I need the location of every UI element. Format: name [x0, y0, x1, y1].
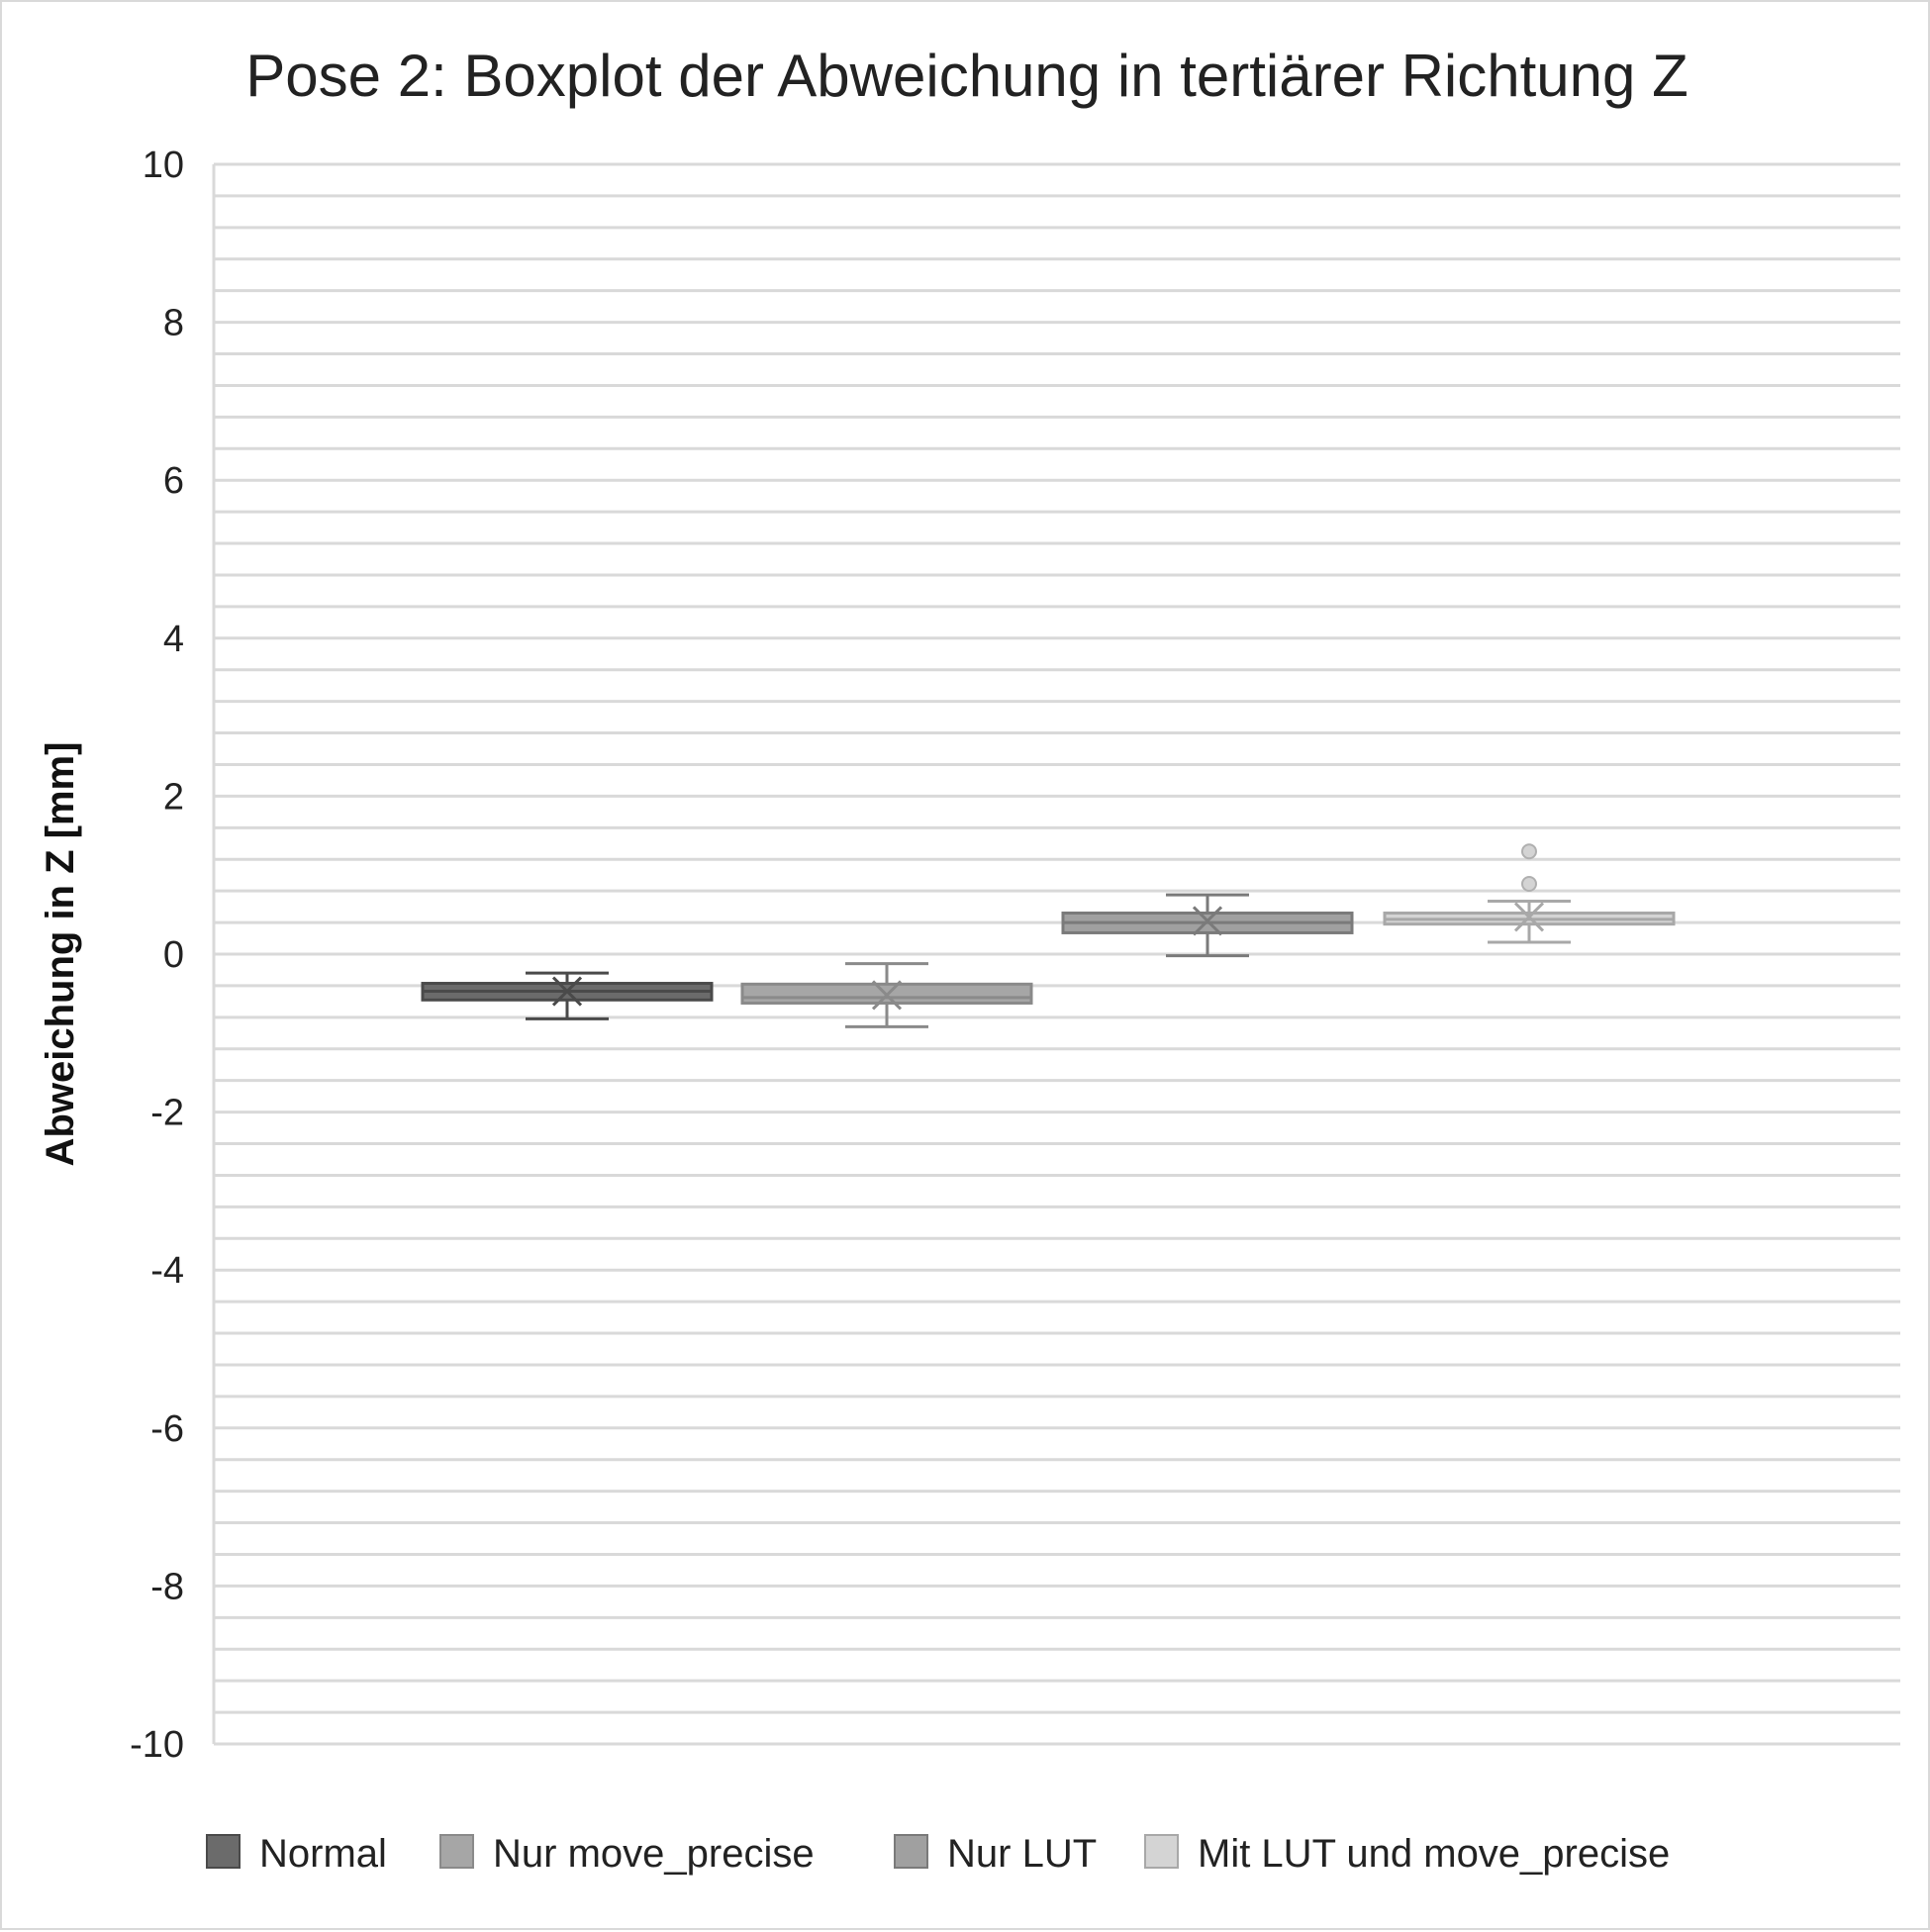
legend-label: Nur LUT	[947, 1832, 1097, 1876]
y-tick-label: -10	[130, 1724, 184, 1766]
box-normal	[421, 971, 714, 1020]
y-tick-label: 0	[163, 934, 184, 976]
y-tick-label: -6	[150, 1408, 184, 1450]
box-nur-move-precise	[740, 962, 1033, 1028]
box-mit-lut-und-move-precise	[1383, 843, 1676, 944]
y-tick-label: -2	[150, 1093, 184, 1134]
chart-title: Pose 2: Boxplot der Abweichung in tertiä…	[245, 43, 1688, 109]
legend-swatch	[1144, 1834, 1179, 1869]
y-tick-label: 8	[163, 303, 184, 344]
y-tick-label: -4	[150, 1250, 184, 1292]
mean-marker	[1192, 906, 1223, 936]
y-tick-label: -8	[150, 1566, 184, 1607]
mean-marker	[1513, 902, 1545, 932]
legend-swatch	[439, 1834, 474, 1869]
y-axis-ticks: 10 8 6 4 2 0 -2 -4 -6 -8 -10	[130, 145, 184, 1766]
y-tick-label: 10	[143, 145, 184, 186]
legend: Normal Nur move_precise Nur LUT Mit LUT und…	[206, 1832, 1670, 1876]
legend-swatch	[894, 1834, 928, 1869]
y-axis-label: Abweichung in Z [mm]	[39, 742, 82, 1167]
y-tick-label: 4	[163, 619, 184, 660]
y-tick-label: 2	[163, 776, 184, 818]
legend-swatch	[206, 1834, 241, 1869]
gridlines	[212, 162, 1900, 1746]
mean-marker	[871, 980, 903, 1011]
legend-label: Normal	[259, 1832, 387, 1876]
legend-label: Mit LUT und move_precise	[1198, 1832, 1670, 1876]
y-tick-label: 6	[163, 460, 184, 502]
mean-marker	[551, 976, 583, 1007]
outlier-point	[1521, 843, 1537, 860]
outlier-point	[1521, 875, 1537, 892]
legend-label: Nur move_precise	[493, 1832, 815, 1876]
box-nur-lut	[1061, 893, 1354, 958]
box-series	[421, 843, 1676, 1028]
